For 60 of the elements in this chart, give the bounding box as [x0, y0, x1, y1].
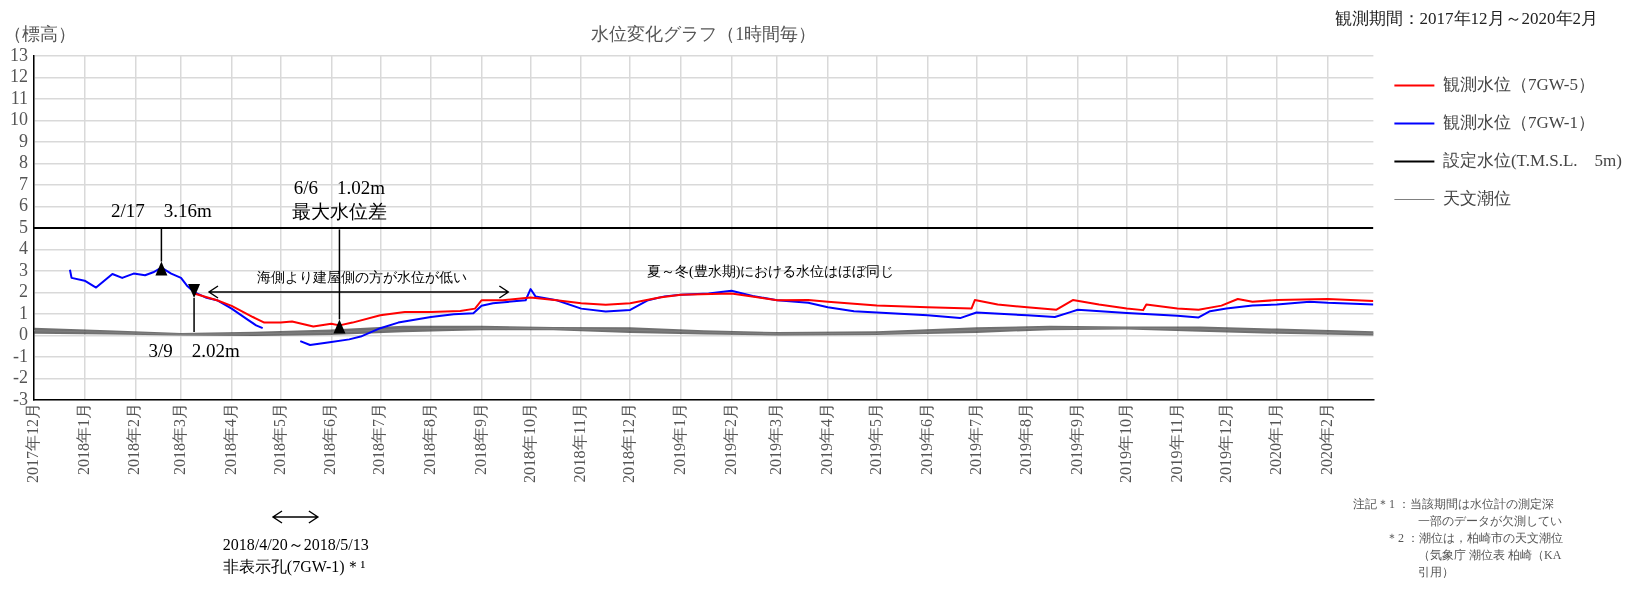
- y-tick-label: 0: [19, 324, 28, 345]
- text: 2018/4/20～2018/5/13: [222, 536, 369, 553]
- legend-label: 観測水位（7GW-5）: [1442, 74, 1595, 94]
- y-tick-label: -2: [13, 367, 28, 388]
- x-tick-label: 2018年8月: [421, 403, 439, 475]
- x-tick-label: 2018年2月: [125, 403, 143, 475]
- text: 観測期間：2017年12月～2020年2月: [1334, 9, 1598, 28]
- x-tick-label: 2019年7月: [966, 403, 984, 475]
- x-tick-label: 2019年10月: [1116, 403, 1134, 483]
- x-tick-label: 2019年6月: [917, 403, 935, 475]
- y-tick-label: -1: [13, 345, 28, 366]
- text: 非表示孔(7GW-1)＊¹: [222, 558, 366, 576]
- x-tick-label: 2020年2月: [1317, 403, 1335, 475]
- text: 一部のデータが欠測してい: [1418, 514, 1562, 528]
- legend-label: 天文潮位: [1442, 188, 1511, 208]
- x-tick-label: 2019年5月: [867, 403, 885, 475]
- x-tick-label: 2018年9月: [471, 403, 489, 475]
- x-tick-label: 2018年6月: [321, 403, 339, 475]
- y-tick-label: 13: [10, 44, 28, 65]
- y-tick-label: 6: [19, 195, 28, 216]
- x-tick-label: 2019年1月: [671, 403, 689, 475]
- y-tick-label: 9: [19, 130, 28, 151]
- y-tick-label: 8: [19, 152, 28, 173]
- annotation: 2/17 3.16m: [111, 199, 213, 221]
- text: 引用）: [1418, 565, 1454, 579]
- y-tick-label: 7: [19, 173, 28, 194]
- x-tick-label: 2019年4月: [818, 403, 836, 475]
- x-tick-label: 2018年11月: [571, 403, 589, 483]
- annotation: 夏～冬(豊水期)における水位はほぼ同じ: [646, 264, 895, 281]
- y-axis-title: （標高）: [4, 24, 76, 44]
- text: （気象庁 潮位表 柏崎（KA: [1418, 548, 1562, 562]
- legend-label: 設定水位(T.M.S.L. 5m): [1442, 150, 1622, 170]
- annotation: 3/9 2.02m: [148, 340, 240, 362]
- x-tick-label: 2018年3月: [171, 403, 189, 475]
- x-tick-label: 2019年11月: [1167, 403, 1185, 483]
- x-tick-label: 2019年2月: [721, 403, 739, 475]
- x-tick-label: 2018年7月: [370, 403, 388, 475]
- x-tick-label: 2018年4月: [221, 403, 239, 475]
- y-tick-label: 3: [19, 259, 28, 280]
- x-tick-label: 2018年10月: [520, 403, 538, 483]
- text: ＊2 ：潮位は，柏崎市の天文潮位: [1386, 531, 1563, 545]
- y-tick-label: 5: [19, 216, 28, 237]
- chart-title: 水位変化グラフ（1時間毎）: [591, 24, 817, 44]
- x-tick-label: 2020年1月: [1267, 403, 1285, 475]
- x-tick-label: 2018年1月: [74, 403, 92, 475]
- x-tick-label: 2019年12月: [1216, 403, 1234, 483]
- annotation: 6/6 1.02m 最大水位差: [291, 177, 387, 223]
- x-tick-label: 2019年3月: [767, 403, 785, 475]
- x-tick-label: 2018年5月: [270, 403, 288, 475]
- text: 注記＊1 ：当該期間は水位計の測定深: [1353, 497, 1554, 511]
- x-tick-label: 2019年8月: [1017, 403, 1035, 475]
- x-tick-label: 2018年12月: [620, 403, 638, 483]
- y-tick-label: 12: [10, 66, 28, 87]
- x-tick-label: 2019年9月: [1067, 403, 1085, 475]
- y-tick-label: 1: [19, 302, 28, 323]
- y-tick-label: 11: [10, 87, 28, 108]
- y-tick-label: 4: [19, 238, 28, 259]
- y-tick-label: 2: [19, 281, 28, 302]
- legend-label: 観測水位（7GW-1）: [1442, 112, 1595, 132]
- y-tick-label: 10: [10, 109, 28, 130]
